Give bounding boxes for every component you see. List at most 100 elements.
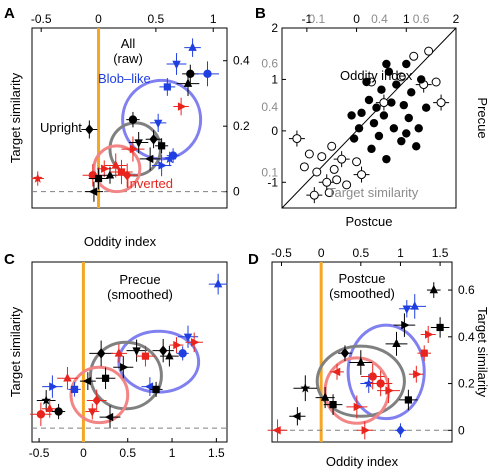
- panel-b-y-ticks: -1 0 1 2 0.1 0.4 0.6: [261, 21, 286, 189]
- panel-b: B -1 0 1 2 0.1 0.4 0.6 -1 0 1 2 0.1 0.4 0.6 Oddity i…: [255, 5, 490, 229]
- ellipse-inverted: [92, 144, 142, 194]
- y-tick-label: 0.4: [458, 330, 475, 344]
- panel-c: Oddity index C -0.5 0 0.5 1 1.5 Precue (smoo…: [4, 234, 228, 460]
- data-point: [183, 78, 193, 87]
- data-point: [177, 102, 187, 111]
- filled-point: [417, 75, 426, 84]
- panel-c-x-ticks: -0.5 0 0.5 1 1.5: [29, 438, 225, 460]
- x-tick-label: 0: [95, 12, 102, 26]
- filled-point: [372, 103, 381, 112]
- data-point: [96, 348, 106, 359]
- data-point: [404, 396, 412, 404]
- data-point: [168, 151, 178, 160]
- data-point: [92, 395, 101, 406]
- data-point: [101, 374, 110, 382]
- open-point: [409, 51, 419, 61]
- open-point: [357, 170, 367, 180]
- data-point: [340, 347, 350, 359]
- ellipse-upright: [315, 344, 406, 418]
- y-tick-label: 0.2: [458, 377, 475, 391]
- annotation-blob-like: Blob–like: [98, 71, 151, 86]
- x-tick-label-gray: 0.4: [371, 12, 388, 26]
- filled-point: [392, 80, 401, 89]
- x-tick-label: -0.5: [29, 446, 50, 460]
- data-point: [300, 383, 311, 393]
- y-tick-label: 2: [271, 21, 278, 35]
- data-point: [392, 338, 401, 348]
- open-point: [332, 175, 342, 185]
- data-point: [153, 119, 163, 129]
- panel-c-x-label: Oddity index: [84, 234, 157, 249]
- data-point: [191, 338, 200, 347]
- data-point: [117, 168, 126, 176]
- open-point: [312, 167, 322, 177]
- x-tick-label: 1: [403, 12, 410, 26]
- data-point: [152, 385, 160, 393]
- open-point: [431, 77, 441, 87]
- y-tick-label: 0.2: [233, 119, 250, 133]
- x-tick-label-gray: 0.6: [413, 12, 430, 26]
- data-point: [368, 372, 377, 381]
- annotation-inverted: Inverted: [126, 176, 173, 191]
- data-point: [158, 142, 166, 150]
- data-point: [101, 164, 110, 173]
- data-point: [128, 115, 138, 124]
- panel-b-points: [288, 46, 450, 204]
- data-point: [88, 187, 98, 196]
- filled-point: [367, 144, 376, 154]
- data-point: [410, 301, 419, 310]
- data-point: [114, 348, 124, 357]
- data-point: [111, 160, 120, 169]
- filled-point: [387, 98, 396, 107]
- data-point: [82, 376, 92, 386]
- panel-letter-a: A: [4, 5, 15, 22]
- panel-d-x-ticks: -0.5 0 0.5 1 1.5: [271, 246, 449, 266]
- data-point: [329, 400, 337, 409]
- filled-point: [362, 77, 371, 87]
- annotation-upright: Upright: [40, 120, 82, 135]
- panel-b-diagonal: [281, 27, 457, 209]
- filled-point: [397, 136, 406, 146]
- data-point: [70, 385, 79, 393]
- panel-d-title-line2: (smoothed): [329, 286, 395, 301]
- data-point: [376, 379, 385, 388]
- data-point: [41, 395, 52, 405]
- data-point: [320, 392, 330, 401]
- open-point: [322, 177, 332, 187]
- x-tick-label: 0.5: [352, 246, 369, 260]
- filled-point: [377, 85, 386, 94]
- data-point: [213, 278, 223, 288]
- open-point: [304, 149, 314, 159]
- panel-a: A -0.5 0 0.5 1 00.20.4 All (raw) Blob–like …: [4, 5, 250, 209]
- panel-d-x-label: Oddity index: [326, 454, 399, 469]
- data-point: [158, 161, 167, 170]
- filled-point: [412, 142, 421, 151]
- x-tick-label: 0: [318, 246, 325, 260]
- panel-b-frame: [281, 27, 457, 209]
- y-tick-label: 0: [271, 124, 278, 138]
- panel-d: D -0.5 0 0.5 1 1.5 0 0.2 0.4 0.6 Postcue (smoot…: [248, 246, 490, 469]
- open-point: [299, 162, 309, 172]
- panel-b-x-label: Postcue: [346, 214, 393, 229]
- panel-a-points: [31, 38, 219, 202]
- data-point: [129, 144, 139, 154]
- data-point: [164, 153, 175, 164]
- data-point: [272, 426, 281, 435]
- panel-d-title-line1: Postcue: [339, 271, 386, 286]
- panel-a-title-line2: (raw): [113, 51, 143, 66]
- data-point: [183, 333, 193, 342]
- x-tick-label: 1: [210, 12, 217, 26]
- panel-c-frame: [31, 261, 228, 443]
- panel-d-frame: [271, 261, 453, 443]
- filled-point: [421, 103, 431, 112]
- filled-point: [364, 95, 374, 105]
- open-point: [329, 164, 339, 174]
- ellipse-inverted: [69, 365, 130, 425]
- data-point: [173, 340, 182, 350]
- filled-point: [374, 131, 384, 141]
- filled-point: [407, 88, 416, 97]
- filled-point: [357, 108, 366, 118]
- data-point: [436, 323, 444, 332]
- panel-c-points: [30, 273, 228, 429]
